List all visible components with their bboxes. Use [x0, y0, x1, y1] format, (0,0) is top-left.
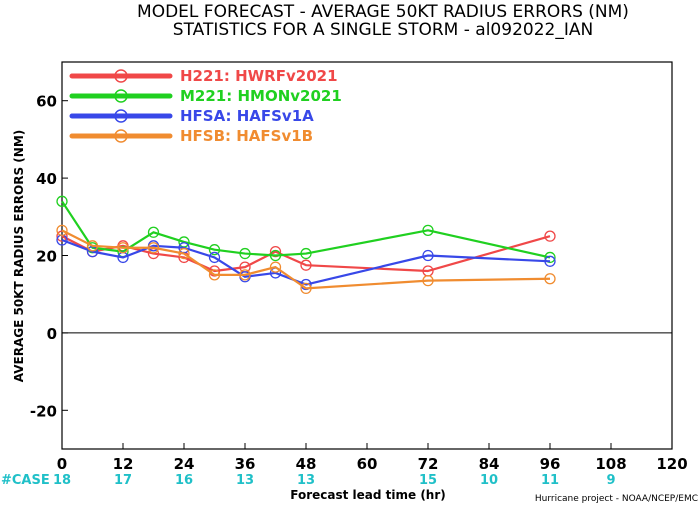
y-tick-label: 40 — [36, 170, 57, 188]
x-axis-ticks: 0 12 24 36 48 60 72 84 96 108 120 — [57, 443, 688, 473]
x-tick-label: 84 — [479, 455, 500, 473]
case-count: 13 — [297, 473, 315, 488]
x-tick-label: 36 — [235, 455, 256, 473]
case-count: 9 — [606, 473, 615, 488]
legend: H221: HWRFv2021 M221: HMONv2021 HFSA: HAFS… — [69, 67, 342, 145]
series-point — [269, 261, 282, 273]
x-tick-label: 108 — [595, 455, 626, 473]
case-count: 13 — [236, 473, 254, 488]
x-tick-label: 120 — [656, 455, 687, 473]
series-point — [208, 244, 221, 256]
series-point — [544, 255, 556, 267]
series-point — [544, 251, 556, 264]
chart-title: MODEL FORECAST - AVERAGE 50KT RADIUS ERR… — [137, 2, 629, 22]
series-point — [300, 282, 312, 295]
series-point — [147, 242, 160, 254]
series-layer — [56, 195, 556, 295]
legend-label: M221: HMONv2021 — [180, 87, 342, 105]
x-tick-label: 60 — [357, 455, 378, 473]
y-tick-label: -20 — [30, 402, 57, 420]
series-line — [61, 200, 551, 259]
series-point — [300, 247, 312, 260]
x-tick-label: 24 — [174, 455, 195, 473]
series-point — [117, 242, 129, 254]
case-count: 16 — [175, 473, 193, 488]
series-point — [544, 273, 556, 285]
legend-marker — [114, 69, 128, 83]
y-tick-label: 60 — [36, 93, 57, 111]
x-axis-label: Forecast lead time (hr) — [290, 488, 446, 502]
series-point — [422, 224, 434, 236]
series-line — [61, 238, 551, 286]
series-point — [178, 247, 190, 260]
series-1 — [56, 195, 556, 264]
legend-marker — [114, 129, 128, 143]
series-point — [208, 251, 221, 264]
x-tick-label: 96 — [540, 455, 561, 473]
series-point — [422, 249, 434, 262]
series-2 — [56, 234, 556, 291]
credit-text: Hurricane project - NOAA/NCEP/EMC — [535, 494, 698, 504]
series-point — [239, 269, 251, 281]
legend-label: H221: HWRFv2021 — [180, 67, 338, 85]
legend-entry-1: M221: HMONv2021 — [69, 87, 342, 105]
series-point — [56, 195, 68, 207]
y-axis-label: AVERAGE 50KT RADIUS ERRORS (NM) — [12, 130, 26, 382]
series-point — [86, 240, 99, 252]
legend-label: HFSB: HAFSv1B — [180, 127, 313, 145]
legend-entry-2: HFSA: HAFSv1A — [69, 107, 314, 125]
x-tick-label: 0 — [57, 455, 67, 473]
series-point — [56, 224, 68, 236]
series-point — [208, 269, 221, 281]
series-point — [269, 245, 282, 258]
series-point — [269, 249, 282, 262]
legend-entry-3: HFSB: HAFSv1B — [69, 127, 313, 145]
x-tick-label: 48 — [296, 455, 317, 473]
chart-subtitle: STATISTICS FOR A SINGLE STORM - al092022… — [173, 20, 593, 40]
plot-frame — [61, 61, 673, 450]
series-line — [61, 229, 551, 290]
case-counts: 18 17 16 13 13 15 10 11 9 — [53, 473, 616, 488]
y-axis-ticks: -20 0 20 40 60 — [30, 93, 68, 420]
case-count: 11 — [541, 473, 559, 488]
legend-entry-0: H221: HWRFv2021 — [69, 67, 338, 85]
case-count: 18 — [53, 473, 71, 488]
x-tick-label: 12 — [113, 455, 134, 473]
y-tick-label: 20 — [36, 248, 57, 266]
legend-marker — [114, 109, 128, 123]
series-point — [300, 259, 312, 271]
case-label: #CASE — [1, 473, 50, 488]
series-3 — [56, 224, 556, 295]
series-point — [422, 275, 434, 287]
series-point — [239, 247, 251, 260]
series-point — [147, 226, 160, 238]
legend-marker — [114, 89, 128, 103]
case-count: 17 — [114, 473, 132, 488]
legend-label: HFSA: HAFSv1A — [180, 107, 314, 125]
y-tick-label: 0 — [47, 325, 57, 343]
x-tick-label: 72 — [418, 455, 439, 473]
case-count: 10 — [480, 473, 498, 488]
series-point — [544, 230, 556, 242]
case-count: 15 — [419, 473, 437, 488]
